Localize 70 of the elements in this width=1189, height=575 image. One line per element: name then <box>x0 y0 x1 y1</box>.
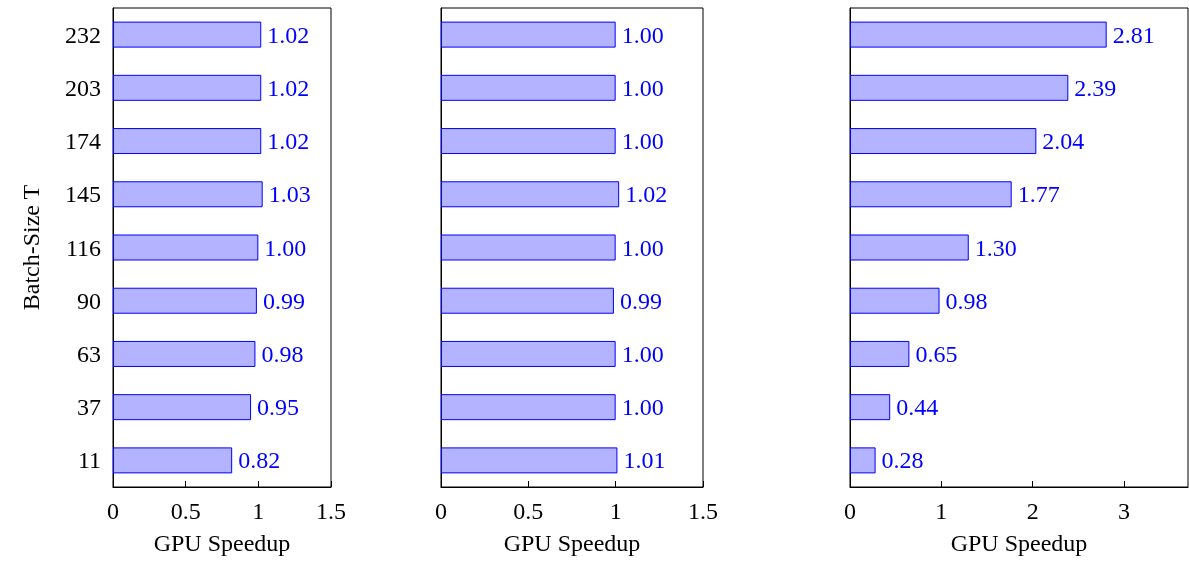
data-label: 1.02 <box>267 74 310 101</box>
bar <box>850 234 969 261</box>
x-tick-label: 0.5 <box>170 498 201 524</box>
y-tick-label: 37 <box>77 394 101 421</box>
x-tick-label: 1 <box>935 498 948 524</box>
data-label: 0.99 <box>262 287 305 314</box>
bar <box>113 181 263 208</box>
y-tick-label: 232 <box>65 21 101 48</box>
y-tick-label: 145 <box>65 181 101 208</box>
y-tick-label: 63 <box>77 340 101 367</box>
x-tick-label: 0 <box>107 498 119 524</box>
data-label: 1.02 <box>267 128 310 155</box>
data-label: 1.02 <box>625 181 668 208</box>
data-label: 1.00 <box>621 74 664 101</box>
x-tick-label: 1 <box>609 498 622 524</box>
bar <box>850 21 1107 48</box>
bar <box>113 21 262 48</box>
x-tick-label: 0 <box>435 498 447 524</box>
data-label: 2.04 <box>1042 128 1085 155</box>
y-tick-label: 203 <box>65 74 101 101</box>
y-axis-title: Batch-Size T <box>18 184 44 311</box>
bar <box>113 74 262 101</box>
data-label: 0.65 <box>915 340 958 367</box>
bar <box>850 181 1012 208</box>
data-label: 1.02 <box>267 21 310 48</box>
data-label: 1.00 <box>621 128 664 155</box>
x-tick-label: 1 <box>252 498 265 524</box>
data-label: 1.77 <box>1017 181 1060 208</box>
bar <box>850 287 940 314</box>
x-tick-label: 0 <box>844 498 856 524</box>
bar <box>850 340 910 367</box>
data-label: 0.28 <box>881 447 924 474</box>
bar <box>850 74 1069 101</box>
y-tick-label: 90 <box>77 287 101 314</box>
data-label: 0.95 <box>257 394 300 421</box>
x-tick-label: 3 <box>1118 498 1131 524</box>
bar <box>113 447 233 474</box>
bar <box>113 128 262 155</box>
x-tick-label: 2 <box>1026 498 1039 524</box>
data-label: 1.30 <box>974 234 1017 261</box>
data-label: 1.00 <box>264 234 307 261</box>
data-label: 2.39 <box>1074 74 1117 101</box>
bar <box>850 447 876 474</box>
bar <box>113 394 252 421</box>
x-tick-label: 1.5 <box>688 498 718 524</box>
bar <box>113 340 256 367</box>
data-label: 2.81 <box>1112 21 1155 48</box>
bar <box>850 128 1037 155</box>
bar <box>850 394 891 421</box>
bar <box>113 287 257 314</box>
x-axis-title: GPU Speedup <box>153 530 291 556</box>
data-label: 1.01 <box>623 447 666 474</box>
y-tick-label: 11 <box>77 447 101 474</box>
data-label: 0.82 <box>238 447 281 474</box>
x-tick-label: 0.5 <box>513 498 544 524</box>
y-tick-label: 174 <box>65 128 101 155</box>
data-label: 1.00 <box>621 394 664 421</box>
data-label: 0.44 <box>896 394 939 421</box>
bar <box>113 234 259 261</box>
data-label: 0.99 <box>619 287 662 314</box>
data-label: 1.03 <box>268 181 311 208</box>
x-axis-title: GPU Speedup <box>950 530 1088 556</box>
data-label: 0.98 <box>945 287 988 314</box>
y-tick-label: 116 <box>65 234 101 261</box>
data-label: 1.00 <box>621 234 664 261</box>
x-tick-label: 1.5 <box>316 498 346 524</box>
data-label: 1.00 <box>621 21 664 48</box>
x-axis-title: GPU Speedup <box>503 530 641 556</box>
data-label: 0.98 <box>261 340 304 367</box>
data-label: 1.00 <box>621 340 664 367</box>
